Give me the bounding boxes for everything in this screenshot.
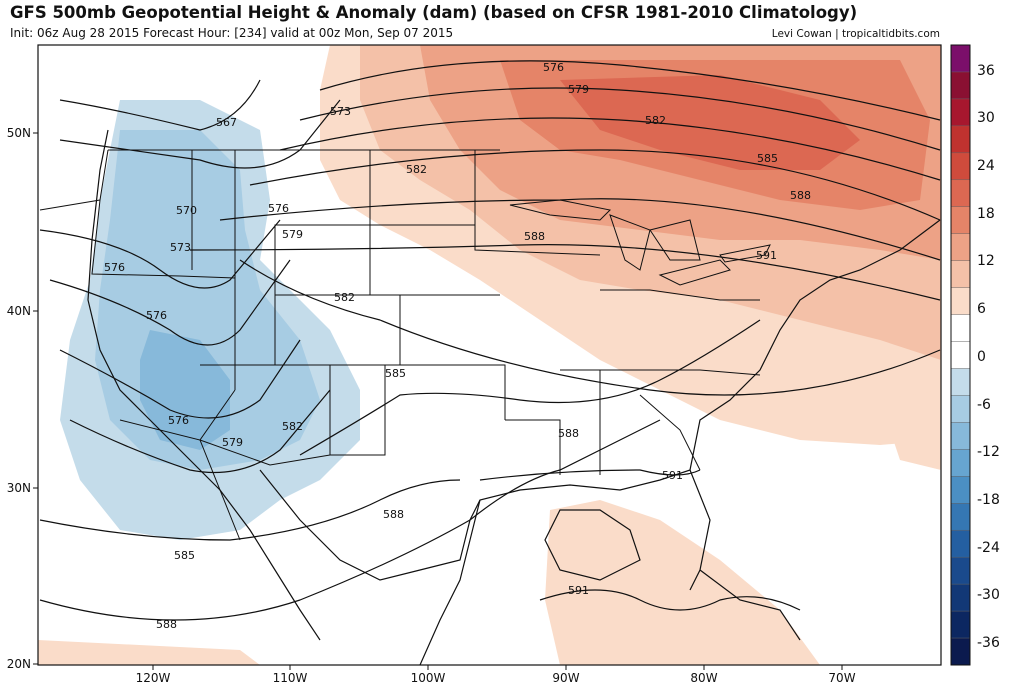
colorbar-label: 0	[977, 349, 986, 365]
colorbar-segment	[951, 638, 970, 666]
contour-label: 585	[385, 367, 406, 380]
lon-label: 90W	[552, 671, 579, 685]
colorbar-segment	[951, 233, 970, 262]
contour-label: 576	[543, 61, 564, 74]
contour-label: 585	[174, 549, 195, 562]
colorbar-label: -12	[977, 444, 1000, 460]
contour-label: 591	[756, 249, 777, 262]
lat-label: 20N	[7, 657, 31, 671]
colorbar-label: 18	[977, 206, 995, 222]
contour-label: 576	[268, 202, 289, 215]
lon-label: 110W	[273, 671, 308, 685]
colorbar-segment	[951, 422, 970, 450]
height-contours	[39, 60, 941, 621]
colorbar-segment	[951, 287, 970, 316]
contour-label: 582	[645, 114, 666, 127]
contour-label: 588	[524, 230, 545, 243]
colorbar-segment	[951, 314, 970, 343]
colorbar-segment	[951, 260, 970, 289]
lat-label: 40N	[7, 304, 31, 318]
contour-label: 588	[383, 508, 404, 521]
contour-label: 585	[757, 152, 778, 165]
colorbar-segment	[951, 530, 970, 558]
negative-anomaly-shading	[60, 100, 360, 540]
colorbar-segment	[951, 125, 970, 154]
colorbar-segment	[951, 45, 970, 73]
colorbar-label: 30	[977, 110, 995, 126]
contour-label: 579	[282, 228, 303, 241]
map-subtitle: Init: 06z Aug 28 2015 Forecast Hour: [23…	[10, 26, 454, 40]
map-frame	[37, 44, 942, 666]
colorbar-frame	[950, 44, 971, 666]
colorbar-label: 6	[977, 301, 986, 317]
contour-label: 579	[568, 83, 589, 96]
colorbar-segment	[951, 179, 970, 208]
contour-label: 582	[406, 163, 427, 176]
colorbar-segment	[951, 476, 970, 504]
contour-label: 576	[168, 414, 189, 427]
longitude-labels: 120W 110W 100W 90W 80W 70W	[136, 671, 856, 685]
contour-label: 582	[334, 291, 355, 304]
contour-label: 576	[104, 261, 125, 274]
colorbar-segment	[951, 584, 970, 612]
colorbar-label: -36	[977, 635, 1000, 651]
contour-label: 579	[222, 436, 243, 449]
colorbar-label: -24	[977, 540, 1000, 556]
colorbar-label: -6	[977, 397, 991, 413]
map-credit: Levi Cowan | tropicaltidbits.com	[771, 28, 940, 40]
axis-ticks	[33, 132, 843, 670]
contour-label: 591	[662, 469, 683, 482]
colorbar-label: -30	[977, 587, 1000, 603]
contour-label: 588	[790, 189, 811, 202]
map-title: GFS 500mb Geopotential Height & Anomaly …	[10, 3, 858, 22]
contour-labels: 576 579 582 585 588 573 567 582 570 576 …	[104, 61, 811, 631]
contour-label: 567	[216, 116, 237, 129]
contour-label: 591	[568, 584, 589, 597]
colorbar-labels: 36 30 24 18 12 6 0 -6 -12 -18 -24 -30 -3…	[977, 63, 1000, 651]
lon-label: 120W	[136, 671, 171, 685]
contour-label: 570	[176, 204, 197, 217]
colorbar-segment	[951, 611, 970, 639]
positive-anomaly-shading	[38, 45, 941, 665]
contour-label: 582	[282, 420, 303, 433]
great-lakes	[509, 199, 771, 286]
colorbar-label: -18	[977, 492, 1000, 508]
colorbar-segment	[951, 503, 970, 531]
anomaly-colorbar	[951, 45, 970, 666]
contour-label: 588	[558, 427, 579, 440]
lon-label: 100W	[411, 671, 446, 685]
colorbar-segment	[951, 557, 970, 585]
colorbar-segment	[951, 368, 970, 396]
contour-label: 576	[146, 309, 167, 322]
colorbar-segment	[951, 71, 970, 100]
colorbar-segment	[951, 395, 970, 423]
colorbar-segment	[951, 152, 970, 181]
lat-label: 50N	[7, 126, 31, 140]
lon-label: 80W	[690, 671, 717, 685]
colorbar-label: 24	[977, 158, 995, 174]
colorbar-segment	[951, 206, 970, 235]
colorbar-segment	[951, 98, 970, 127]
contour-label: 588	[156, 618, 177, 631]
colorbar-segment	[951, 449, 970, 477]
lat-label: 30N	[7, 481, 31, 495]
contour-label: 573	[170, 241, 191, 254]
colorbar-segment	[951, 341, 970, 369]
contour-label: 573	[330, 105, 351, 118]
latitude-labels: 50N 40N 30N 20N	[7, 126, 31, 671]
colorbar-label: 36	[977, 63, 995, 79]
colorbar-label: 12	[977, 253, 995, 269]
lon-label: 70W	[828, 671, 855, 685]
